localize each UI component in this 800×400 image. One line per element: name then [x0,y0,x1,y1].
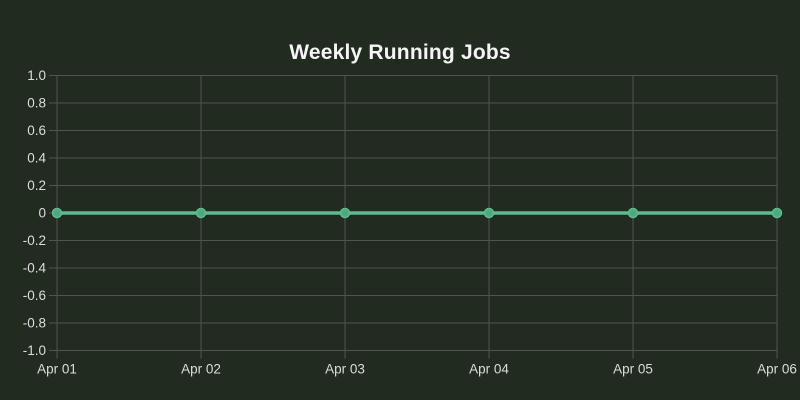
x-axis-tick-label: Apr 05 [613,362,653,377]
y-axis-tick-label: -0.8 [23,316,46,331]
y-axis-tick-label: 0.6 [27,123,46,138]
data-point-marker[interactable] [339,207,351,219]
y-axis-tick-label: -0.2 [23,233,46,248]
data-point-marker[interactable] [771,207,783,219]
data-point-marker[interactable] [51,207,63,219]
data-point-marker[interactable] [627,207,639,219]
y-axis-tick-label: -1.0 [23,343,46,358]
x-axis-tick-label: Apr 01 [37,362,77,377]
y-axis-tick-label: -0.6 [23,288,46,303]
x-axis-tick-label: Apr 03 [325,362,365,377]
y-axis-tick-label: 0.8 [27,96,46,111]
y-axis-tick-label: 0.4 [27,151,46,166]
x-axis-tick-label: Apr 04 [469,362,509,377]
x-axis-tick-label: Apr 06 [757,362,797,377]
data-point-marker[interactable] [195,207,207,219]
y-axis-tick-label: -0.4 [23,261,47,276]
y-axis-tick-label: 0.2 [27,178,46,193]
y-axis-tick-label: 0 [38,206,46,221]
data-point-marker[interactable] [483,207,495,219]
x-axis-tick-label: Apr 02 [181,362,221,377]
chart-title: Weekly Running Jobs [289,41,511,64]
y-axis-tick-label: 1.0 [27,68,46,83]
